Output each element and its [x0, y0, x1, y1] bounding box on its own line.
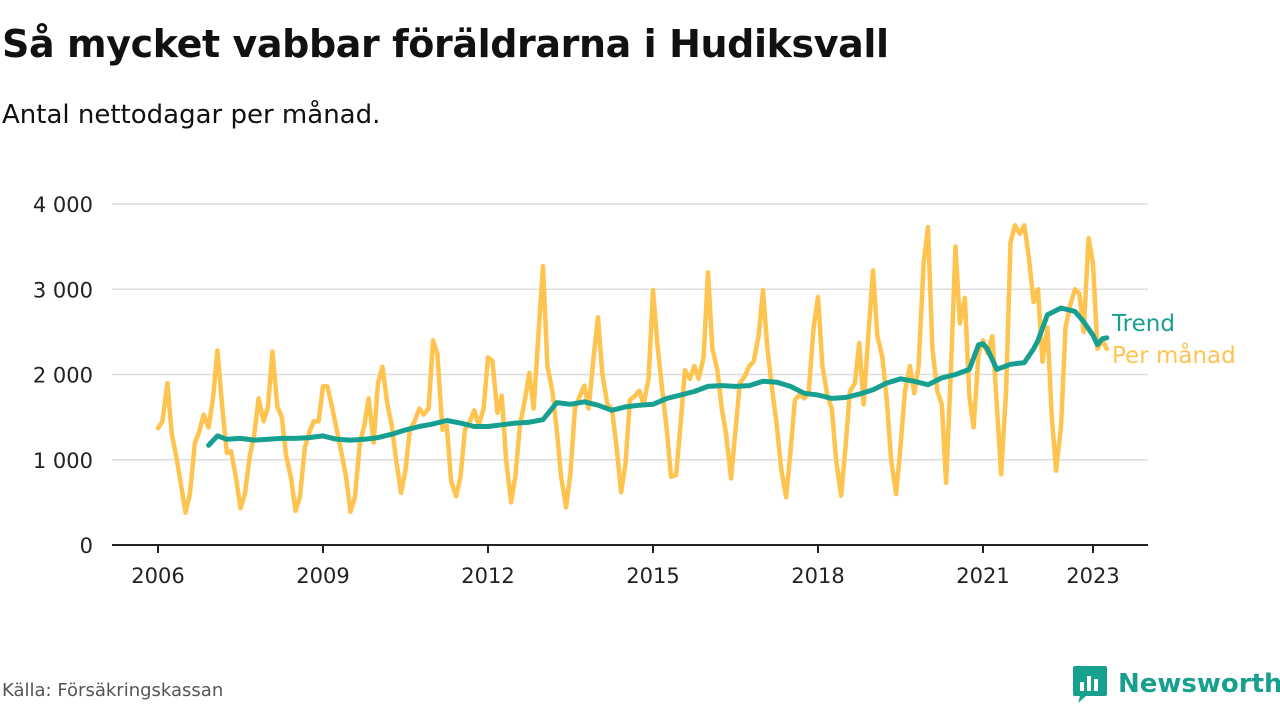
- x-tick-label: 2012: [461, 564, 514, 588]
- series-labels: Trend Per månad: [1111, 311, 1236, 369]
- source-note: Källa: Försäkringskassan: [2, 680, 224, 701]
- x-tick-label: 2015: [626, 564, 679, 588]
- y-axis-ticks: 0 1 000 2 000 3 000 4 000: [33, 193, 93, 558]
- x-tick-label: 2023: [1066, 564, 1119, 588]
- trend-series-label: Trend: [1111, 311, 1175, 337]
- x-tick-label: 2006: [131, 564, 184, 588]
- x-tick-label: 2021: [956, 564, 1009, 588]
- newsworthy-logo-icon: [1073, 666, 1107, 703]
- chart-title: Så mycket vabbar föräldrarna i Hudiksval…: [2, 22, 889, 66]
- brand-logo[interactable]: Newsworthy: [1072, 664, 1280, 704]
- y-tick-label: 2 000: [33, 364, 93, 388]
- x-tick-label: 2009: [296, 564, 349, 588]
- y-tick-label: 4 000: [33, 193, 93, 217]
- y-tick-label: 0: [80, 534, 93, 558]
- brand-name: Newsworthy: [1118, 669, 1280, 699]
- chart-subtitle: Antal nettodagar per månad.: [2, 100, 381, 130]
- monthly-series-line: [155, 223, 1110, 515]
- series-lines: [155, 223, 1110, 515]
- y-tick-label: 3 000: [33, 278, 93, 302]
- y-tick-label: 1 000: [33, 449, 93, 473]
- monthly-series-label: Per månad: [1112, 341, 1236, 369]
- x-tick-label: 2018: [791, 564, 844, 588]
- x-axis: 2006 2009 2012 2015 2018 2021 2023: [112, 544, 1148, 588]
- trend-series-line: [206, 305, 1110, 448]
